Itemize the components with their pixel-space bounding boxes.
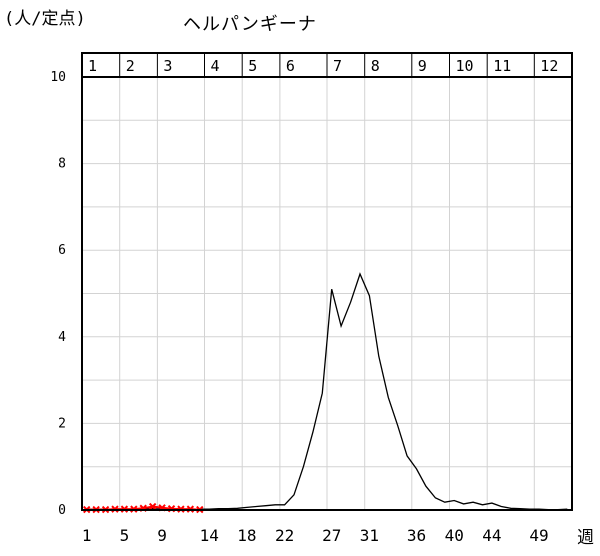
x-tick-label: 14: [200, 526, 219, 545]
x-tick-label: 44: [482, 526, 501, 545]
y-tick-label: 6: [58, 243, 66, 258]
y-unit-label: (人/定点): [4, 9, 86, 29]
month-label: 6: [286, 57, 295, 75]
x-tick-label: 31: [360, 526, 379, 545]
month-header: 1 2 3 4 5 6 7 8 9 10 11 12: [82, 53, 572, 78]
month-label: 10: [456, 57, 474, 75]
x-unit-label: 週: [577, 528, 594, 548]
month-label: 11: [493, 57, 511, 75]
month-label: 12: [540, 57, 558, 75]
month-label: 5: [248, 57, 257, 75]
y-tick-label: 10: [50, 70, 66, 85]
month-label: 2: [126, 57, 135, 75]
x-tick-label: 9: [157, 526, 167, 545]
x-tick-label: 22: [275, 526, 294, 545]
x-tick-label: 27: [322, 526, 341, 545]
x-tick-label: 1: [82, 526, 92, 545]
x-tick-label: 36: [407, 526, 426, 545]
month-label: 7: [333, 57, 342, 75]
grid: [82, 77, 572, 510]
series-group: [83, 272, 568, 514]
x-tick-label: 18: [237, 526, 256, 545]
y-tick-label: 0: [58, 503, 66, 518]
y-tick-label: 2: [58, 416, 66, 431]
data-point-marker: [148, 502, 157, 511]
month-label: 8: [371, 57, 380, 75]
x-tick-label: 40: [445, 526, 464, 545]
month-label: 4: [211, 57, 220, 75]
plot-border: [81, 52, 573, 511]
y-tick-label: 8: [58, 157, 66, 172]
month-label: 1: [88, 57, 97, 75]
x-tick-label: 5: [120, 526, 130, 545]
axis-ticks: 0 2 4 6 8 10 1 5 9 14 18 22 27 31 36 40 44 49: [50, 70, 548, 545]
month-label: 9: [418, 57, 427, 75]
month-label: 3: [163, 57, 172, 75]
y-tick-label: 4: [58, 330, 66, 345]
chart-title: ヘルパンギーナ: [183, 14, 317, 35]
x-tick-label: 49: [529, 526, 548, 545]
